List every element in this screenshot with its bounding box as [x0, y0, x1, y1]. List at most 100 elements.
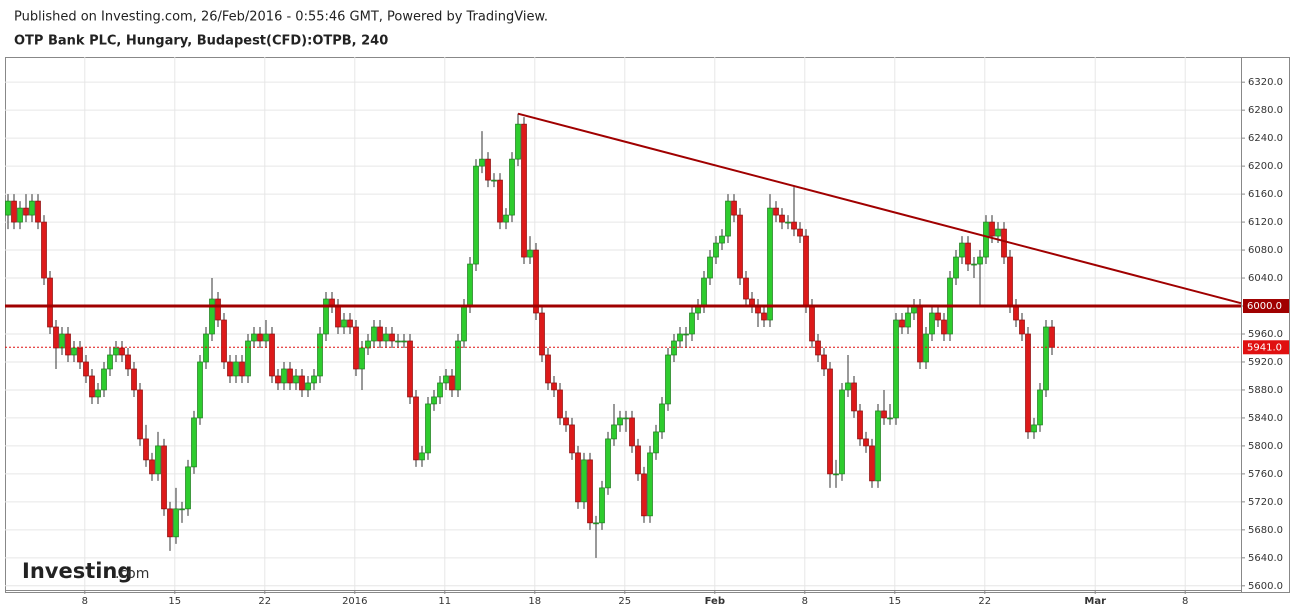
x-tick-label: 15: [168, 596, 181, 607]
candle-body: [551, 382, 557, 391]
candle-body: [713, 242, 719, 258]
x-tick-label: 11: [438, 596, 451, 607]
candle-body: [17, 207, 23, 223]
candle-body: [341, 319, 347, 328]
candle-body: [263, 333, 269, 342]
candle-body: [107, 354, 113, 370]
candle-body: [779, 214, 785, 223]
candle-body: [647, 452, 653, 517]
candle-body: [377, 326, 383, 342]
candle-body: [983, 221, 989, 258]
chart-title: OTP Bank PLC, Hungary, Budapest(CFD):OTP…: [14, 34, 388, 49]
x-tick-label: 2016: [342, 596, 367, 607]
x-tick-label: 22: [978, 596, 991, 607]
candle-body: [827, 368, 833, 475]
candle-body: [509, 158, 515, 216]
candle-body: [995, 228, 1001, 237]
x-tick-label: 25: [618, 596, 631, 607]
candle-body: [299, 375, 305, 391]
candle-body: [479, 158, 485, 167]
candle-body: [83, 361, 89, 377]
candle-body: [161, 445, 167, 510]
candle-body: [359, 347, 365, 370]
candle-body: [269, 333, 275, 377]
candle-body: [113, 347, 119, 356]
candle-body: [185, 466, 191, 510]
y-tick-label: 5640.0: [1248, 553, 1283, 564]
candle-body: [665, 354, 671, 405]
candle-body: [965, 242, 971, 265]
candle-body: [731, 200, 737, 216]
candle-body: [23, 207, 29, 216]
chart-frame: [5, 57, 1290, 593]
candle-body: [347, 319, 353, 328]
plot: [5, 113, 1055, 558]
candle-body: [65, 333, 71, 356]
candle-body: [857, 410, 863, 440]
candle-body: [671, 340, 677, 356]
candle-body: [383, 333, 389, 342]
candle-body: [917, 305, 923, 363]
candle-body: [959, 242, 965, 258]
candle-body: [419, 452, 425, 461]
candle-body: [1019, 319, 1025, 335]
candle-body: [821, 354, 827, 370]
candle-body: [629, 417, 635, 447]
candle-body: [467, 263, 473, 307]
candle-body: [425, 403, 431, 454]
candle-body: [491, 179, 497, 182]
candle-body: [1037, 389, 1043, 426]
candle-body: [869, 445, 875, 482]
candle-body: [611, 424, 617, 440]
candle-body: [239, 361, 245, 377]
candle-body: [653, 431, 659, 454]
candle-body: [119, 347, 125, 356]
candle-body: [941, 319, 947, 335]
candle-body: [371, 326, 377, 342]
candle-body: [593, 522, 599, 525]
candle-body: [833, 473, 839, 476]
candle-body: [683, 333, 689, 336]
candle-body: [977, 256, 983, 265]
candle-body: [581, 459, 587, 503]
y-tick-label: 5840.0: [1248, 413, 1283, 424]
candle-body: [335, 305, 341, 328]
candle-body: [785, 221, 791, 224]
candle-body: [395, 340, 401, 343]
candle-body: [125, 354, 131, 370]
candle-body: [431, 396, 437, 405]
candle-body: [677, 333, 683, 342]
candle-body: [305, 382, 311, 391]
candle-body: [323, 298, 329, 335]
candle-body: [1025, 333, 1031, 433]
candle-body: [275, 375, 281, 384]
candle-body: [929, 312, 935, 335]
candle-body: [659, 403, 665, 433]
candle-body: [221, 319, 227, 363]
y-tick-label: 5600.0: [1248, 581, 1283, 592]
grid: [5, 57, 1241, 590]
candle-body: [737, 214, 743, 279]
level-label-box: [1243, 340, 1289, 355]
candle-body: [227, 361, 233, 377]
chart-subtitle: Published on Investing.com, 26/Feb/2016 …: [14, 10, 548, 25]
candle-body: [41, 221, 47, 279]
candle-body: [317, 333, 323, 377]
candle-body: [1007, 256, 1013, 307]
candle-body: [95, 389, 101, 398]
y-tick-label: 5920.0: [1248, 357, 1283, 368]
candle-body: [503, 214, 509, 223]
y-tick-label: 6040.0: [1248, 273, 1283, 284]
candle-body: [1049, 326, 1055, 348]
candle-body: [791, 221, 797, 230]
candle-body: [245, 340, 251, 377]
candle-body: [725, 200, 731, 237]
candle-body: [563, 417, 569, 426]
level-label: 6000.0: [1247, 301, 1282, 312]
candle-body: [803, 235, 809, 307]
candle-body: [527, 249, 533, 258]
candle-body: [773, 207, 779, 216]
candle-body: [437, 382, 443, 398]
candle-body: [989, 221, 995, 237]
